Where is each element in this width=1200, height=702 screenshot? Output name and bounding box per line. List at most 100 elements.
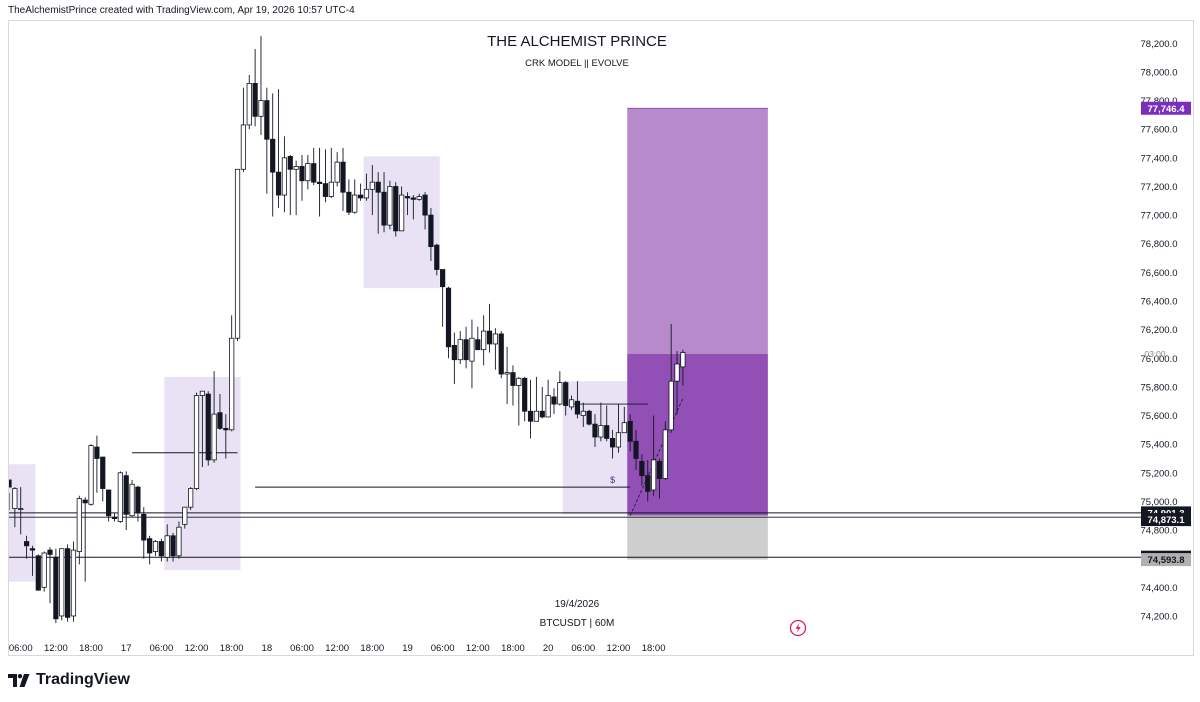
entry-zone bbox=[627, 353, 768, 516]
candle bbox=[94, 435, 100, 493]
chart-canvas[interactable]: $ THE ALCHEMIST PRINCE CRK MODEL || EVOL… bbox=[9, 21, 1193, 655]
candle bbox=[369, 165, 375, 216]
candle-body bbox=[586, 410, 592, 425]
candle bbox=[88, 444, 94, 506]
candle bbox=[293, 160, 299, 216]
candle bbox=[275, 89, 282, 208]
candle bbox=[492, 328, 498, 370]
candle-body bbox=[129, 483, 135, 517]
candle-body bbox=[141, 513, 147, 541]
time-axis[interactable]: 06:00 12:00 18:00 17 06:00 12:00 18:00 18 06:00 1… bbox=[9, 643, 665, 654]
candle-body bbox=[152, 541, 159, 552]
candle-body bbox=[111, 516, 118, 520]
candle bbox=[557, 371, 563, 406]
candle bbox=[651, 415, 657, 496]
candle bbox=[563, 381, 569, 416]
time-tick-label: 17 bbox=[121, 643, 132, 654]
bar-countdown: 03:00 bbox=[1144, 349, 1166, 359]
candle-body bbox=[604, 425, 610, 439]
candle-body bbox=[545, 395, 551, 418]
candle-body bbox=[176, 526, 182, 557]
candle-body bbox=[516, 377, 522, 386]
candle bbox=[229, 315, 235, 432]
candle-body bbox=[563, 382, 569, 406]
candle-body bbox=[645, 475, 651, 492]
candle bbox=[53, 548, 59, 624]
chart-panel[interactable]: $ THE ALCHEMIST PRINCE CRK MODEL || EVOL… bbox=[8, 20, 1194, 656]
candle-body bbox=[35, 555, 41, 591]
candle bbox=[299, 154, 305, 201]
price-tick-label: 75,600.0 bbox=[1141, 411, 1178, 422]
price-tag: 77,746.4 bbox=[1141, 101, 1191, 115]
candle-body bbox=[117, 472, 123, 522]
candle bbox=[316, 147, 323, 217]
price-tag: 74,593.8 bbox=[1141, 553, 1191, 567]
candle-body bbox=[481, 330, 487, 351]
time-tick-label: 18:00 bbox=[220, 643, 244, 654]
time-tick-label: 12:00 bbox=[325, 643, 349, 654]
price-tag-bg bbox=[1141, 101, 1191, 115]
price-tick-label: 75,200.0 bbox=[1141, 468, 1178, 479]
candle bbox=[340, 147, 346, 211]
candle-body bbox=[188, 488, 194, 508]
candle bbox=[23, 535, 30, 559]
candle bbox=[223, 414, 229, 459]
price-tick-label: 77,600.0 bbox=[1141, 125, 1178, 136]
candle bbox=[504, 346, 510, 405]
price-tag-label: 74,873.1 bbox=[1148, 515, 1186, 526]
candle-body bbox=[568, 399, 575, 408]
candle bbox=[188, 487, 194, 511]
candle bbox=[674, 351, 680, 415]
candle bbox=[9, 479, 12, 511]
candle-body bbox=[23, 541, 30, 547]
candle bbox=[434, 243, 440, 276]
candle bbox=[469, 319, 475, 389]
price-tick-label: 76,000.0 bbox=[1141, 354, 1178, 365]
candle-body bbox=[492, 333, 498, 345]
candle bbox=[70, 541, 77, 622]
candle bbox=[252, 49, 258, 127]
candle bbox=[645, 459, 651, 502]
candle bbox=[404, 192, 411, 216]
price-tick-label: 74,400.0 bbox=[1141, 583, 1178, 594]
candle-body bbox=[633, 440, 639, 459]
alert-bolt-icon[interactable] bbox=[789, 619, 807, 637]
candle-body bbox=[451, 344, 457, 361]
candle-body bbox=[281, 157, 288, 196]
time-tick-label: 06:00 bbox=[431, 643, 455, 654]
price-tick-label: 77,800.0 bbox=[1141, 96, 1178, 107]
candle bbox=[234, 168, 241, 342]
time-tick-label: 12:00 bbox=[607, 643, 631, 654]
candle bbox=[445, 286, 452, 359]
candle bbox=[551, 388, 557, 415]
candle-body bbox=[135, 486, 141, 514]
watermark-date: 19/4/2026 bbox=[555, 599, 600, 610]
candle-body bbox=[404, 196, 411, 199]
candle bbox=[287, 154, 293, 216]
candle-body bbox=[9, 479, 12, 488]
candle bbox=[375, 172, 381, 234]
candle bbox=[481, 315, 487, 366]
candle bbox=[463, 326, 469, 369]
candle bbox=[615, 404, 622, 453]
candle-body bbox=[299, 166, 305, 182]
price-tick-label: 76,200.0 bbox=[1141, 325, 1178, 336]
candle bbox=[158, 538, 164, 562]
candle-body bbox=[264, 100, 270, 140]
candle bbox=[363, 173, 370, 201]
candle-body bbox=[182, 506, 188, 525]
candle-body bbox=[498, 333, 504, 375]
candle-body bbox=[621, 422, 627, 434]
candle bbox=[65, 544, 71, 622]
candle-body bbox=[311, 163, 317, 183]
candle-body bbox=[434, 244, 440, 270]
price-tick-label: 78,000.0 bbox=[1141, 67, 1178, 78]
tradingview-logo[interactable]: TradingView bbox=[8, 670, 130, 690]
candle bbox=[322, 149, 329, 203]
candle bbox=[422, 192, 428, 230]
time-tick-label: 18:00 bbox=[360, 643, 384, 654]
candle-body bbox=[580, 410, 586, 416]
candle-body bbox=[94, 446, 100, 459]
price-axis[interactable]: 74,200.074,400.074,600.074,800.075,000.0… bbox=[1141, 39, 1178, 623]
candle bbox=[100, 456, 106, 502]
